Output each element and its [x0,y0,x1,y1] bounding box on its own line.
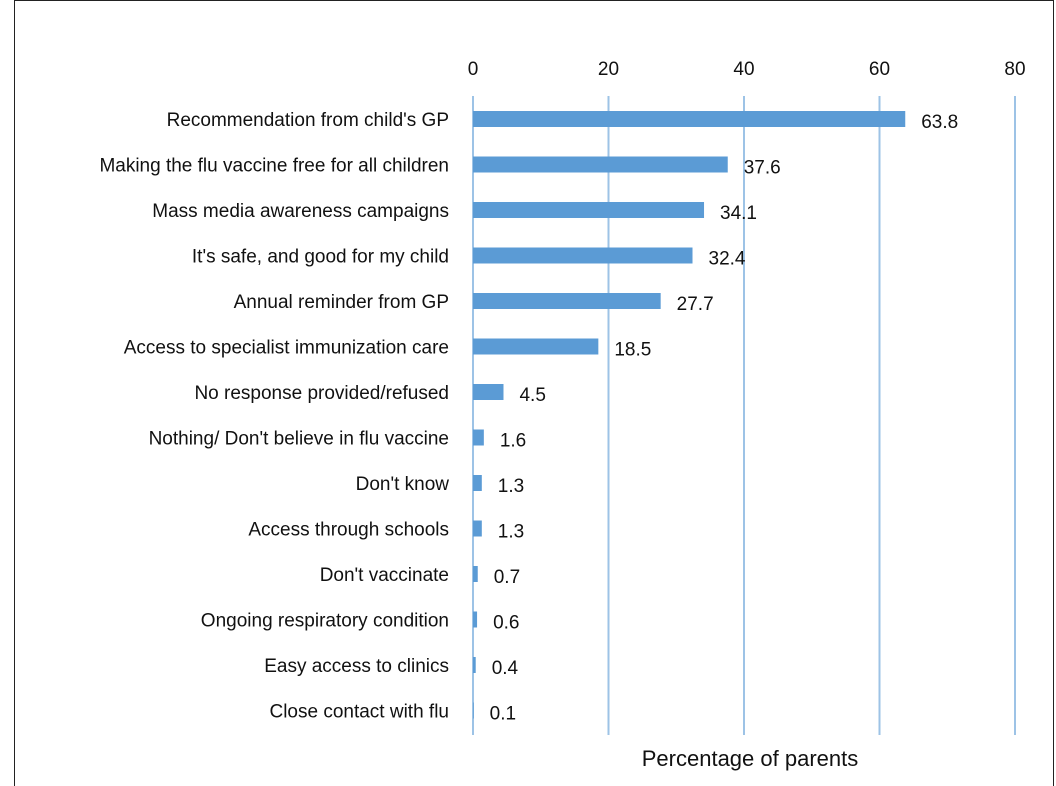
category-label: Making the flu vaccine free for all chil… [99,156,449,177]
category-label: Ongoing respiratory condition [201,611,449,632]
bar [473,202,705,218]
value-label: 1.6 [500,431,526,452]
bar [473,475,482,491]
category-label: Access through schools [248,520,449,541]
category-label: Recommendation from child's GP [167,110,449,131]
value-label: 1.3 [498,476,524,497]
category-label: Don't vaccinate [320,565,449,586]
bars [473,111,906,719]
category-label: Don't know [356,474,450,495]
value-labels: 63.8 37.6 34.1 32.4 27.7 18.5 4.5 1.6 1.3 1.3 0.7 0… [490,112,959,725]
bar [473,338,599,355]
value-label: 34.1 [720,203,757,224]
bar [473,566,478,582]
value-label: 0.6 [493,613,519,634]
bar [473,520,482,537]
value-label: 18.5 [614,340,651,361]
category-label: Mass media awareness campaigns [152,201,449,222]
bar [473,702,474,719]
value-label: 32.4 [709,249,746,270]
category-label: Easy access to clinics [264,656,449,677]
value-label: 4.5 [519,385,545,406]
bar [473,293,661,309]
x-tick-label: 0 [468,59,479,80]
category-label: Close contact with flu [269,702,449,723]
category-labels: Recommendation from child's GP Making the… [99,110,449,723]
x-tick-label: 60 [869,59,890,80]
category-label: No response provided/refused [194,383,449,404]
category-label: Annual reminder from GP [234,292,449,313]
x-axis-title: Percentage of parents [642,746,858,771]
value-label: 37.6 [744,158,781,179]
bar [473,657,476,673]
value-label: 1.3 [498,522,524,543]
x-tick-label: 40 [733,59,754,80]
category-label: Nothing/ Don't believe in flu vaccine [149,429,449,450]
category-label: It's safe, and good for my child [192,247,449,268]
value-label: 0.7 [494,567,520,588]
value-label: 0.4 [492,658,519,679]
chart-frame [14,0,1054,786]
category-label: Access to specialist immunization care [124,338,449,359]
bar [473,247,693,264]
value-label: 63.8 [921,112,958,133]
x-tick-label: 20 [598,59,619,80]
x-tick-label: 80 [1004,59,1025,80]
bar [473,384,504,400]
bar [473,111,906,127]
gridlines [472,96,1016,735]
bar [473,429,484,446]
bar [473,611,478,628]
x-axis-ticks: 0 20 40 60 80 [468,59,1026,80]
bar [473,156,728,173]
value-label: 27.7 [677,294,714,315]
value-label: 0.1 [490,704,516,725]
